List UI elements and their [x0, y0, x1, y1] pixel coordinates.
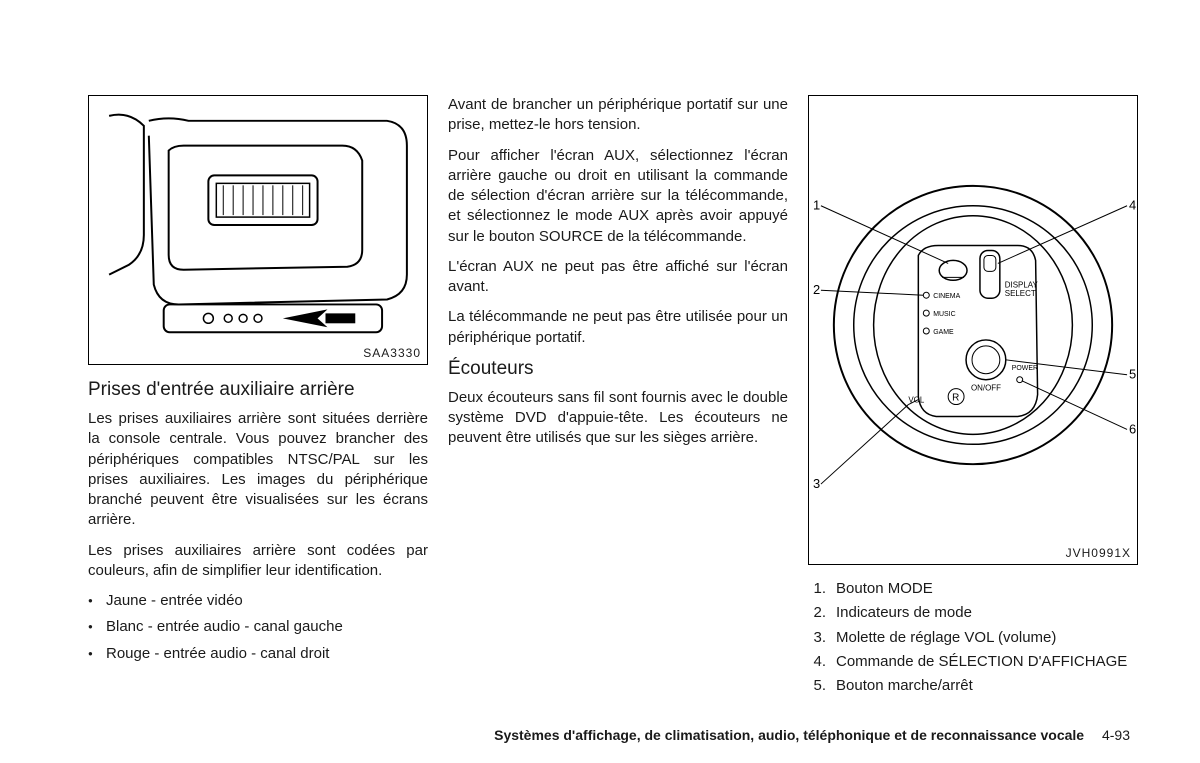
color-code-list: Jaune - entrée vidéo Blanc - entrée audi… — [88, 591, 428, 664]
svg-text:6: 6 — [1129, 421, 1136, 436]
console-illustration — [89, 96, 427, 364]
footer-title: Systèmes d'affichage, de climatisation, … — [494, 727, 1084, 743]
bullet-white: Blanc - entrée audio - canal gauche — [106, 617, 428, 637]
legend-4: 4.Commande de SÉLECTION D'AFFICHAGE — [808, 652, 1138, 672]
col2-p1: Avant de brancher un périphérique portat… — [448, 95, 788, 136]
col1-p1: Les prises auxiliaires arrière sont situ… — [88, 409, 428, 531]
heading-aux-inputs: Prises d'entrée auxiliaire arrière — [88, 379, 428, 401]
column-1: SAA3330 Prises d'entrée auxiliaire arriè… — [88, 95, 428, 700]
figure1-caption: SAA3330 — [363, 346, 421, 360]
col2-p5: Deux écouteurs sans fil sont fournis ave… — [448, 388, 788, 449]
bullet-yellow: Jaune - entrée vidéo — [106, 591, 428, 611]
figure2-caption: JVH0991X — [1066, 546, 1131, 560]
bullet-red: Rouge - entrée audio - canal droit — [106, 644, 428, 664]
figure-headphone: DISPLAY SELECT CINEMA MUSIC GAME ON/OFF … — [808, 95, 1138, 565]
svg-text:DISPLAY: DISPLAY — [1005, 280, 1039, 289]
legend-2: 2.Indicateurs de mode — [808, 603, 1138, 623]
headphone-illustration: DISPLAY SELECT CINEMA MUSIC GAME ON/OFF … — [809, 96, 1137, 564]
legend-1: 1.Bouton MODE — [808, 579, 1138, 599]
page-footer: Systèmes d'affichage, de climatisation, … — [494, 727, 1130, 743]
svg-text:POWER: POWER — [1012, 365, 1038, 372]
footer-page: 4-93 — [1102, 727, 1130, 743]
col2-p3: L'écran AUX ne peut pas être affiché sur… — [448, 257, 788, 298]
svg-text:3: 3 — [813, 476, 820, 491]
svg-text:4: 4 — [1129, 198, 1136, 213]
svg-text:MUSIC: MUSIC — [933, 311, 955, 318]
svg-text:2: 2 — [813, 282, 820, 297]
legend-list: 1.Bouton MODE 2.Indicateurs de mode 3.Mo… — [808, 579, 1138, 696]
col2-p2: Pour afficher l'écran AUX, sélectionnez … — [448, 146, 788, 247]
page-columns: SAA3330 Prises d'entrée auxiliaire arriè… — [88, 95, 1130, 700]
heading-headphones: Écouteurs — [448, 358, 788, 380]
svg-text:5: 5 — [1129, 367, 1136, 382]
legend-5: 5.Bouton marche/arrêt — [808, 676, 1138, 696]
svg-text:CINEMA: CINEMA — [933, 293, 960, 300]
col1-p2: Les prises auxiliaires arrière sont codé… — [88, 541, 428, 582]
column-2: Avant de brancher un périphérique portat… — [448, 95, 788, 700]
svg-text:1: 1 — [813, 198, 820, 213]
column-3: DISPLAY SELECT CINEMA MUSIC GAME ON/OFF … — [808, 95, 1138, 700]
svg-text:SELECT: SELECT — [1005, 289, 1036, 298]
svg-text:GAME: GAME — [933, 329, 954, 336]
figure-console: SAA3330 — [88, 95, 428, 365]
col2-p4: La télécommande ne peut pas être utilisé… — [448, 307, 788, 348]
legend-3: 3.Molette de réglage VOL (volume) — [808, 628, 1138, 648]
svg-text:R: R — [952, 393, 959, 404]
svg-text:ON/OFF: ON/OFF — [971, 384, 1001, 393]
